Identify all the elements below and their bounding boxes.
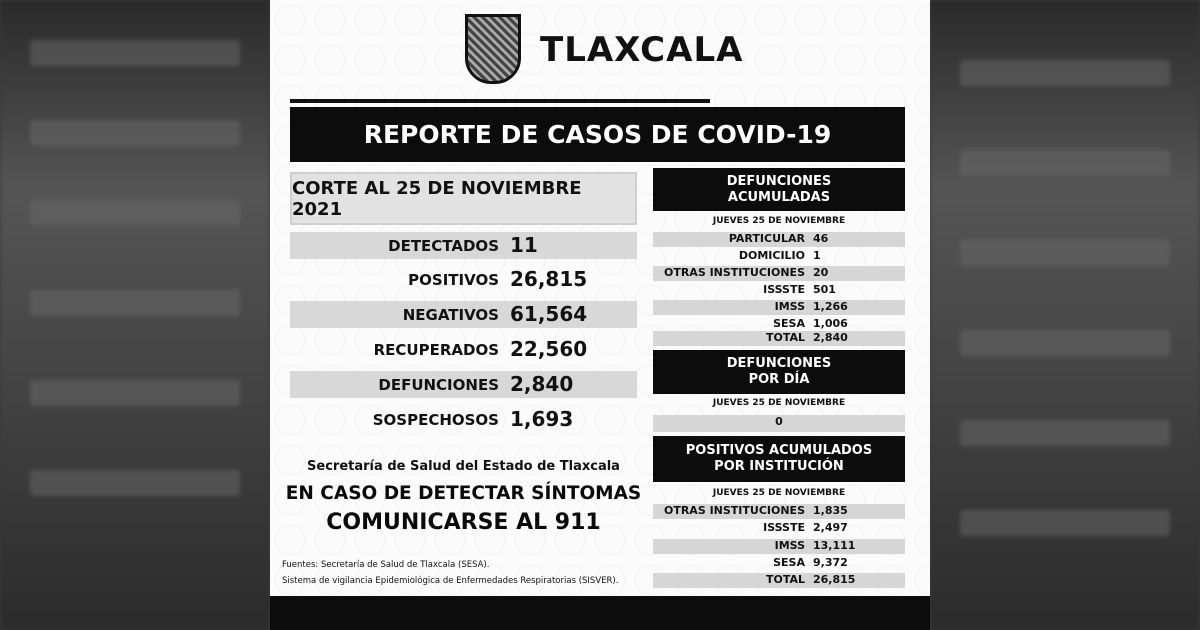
footer-bar <box>270 596 930 630</box>
positives-row: ISSSTE 2,497 <box>763 521 848 534</box>
deaths-per-day-value: 0 <box>653 415 905 432</box>
deaths-row: SESA 1,006 <box>773 317 848 330</box>
cta-line-2: COMUNICARSE AL 911 <box>326 510 601 535</box>
deaths-row: DOMICILIO 1 <box>738 249 821 262</box>
summary-row: DETECTADOS 11 <box>290 232 637 259</box>
summary-row: NEGATIVOS 61,564 <box>290 301 637 328</box>
deaths-row: PARTICULAR 46 <box>653 232 905 247</box>
positives-row: SESA 9,372 <box>773 556 848 569</box>
deaths-row: ISSSTE 501 <box>763 283 836 296</box>
deaths-total-row: TOTAL 2,840 <box>653 331 905 346</box>
source-line: Sistema de vigilancia Epidemiológica de … <box>282 576 619 586</box>
cta-line-1: EN CASO DE DETECTAR SÍNTOMAS <box>285 483 642 504</box>
deaths-accumulated-header: DEFUNCIONES ACUMULADAS <box>653 168 905 211</box>
positives-by-institution-header: POSITIVOS ACUMULADOS POR INSTITUCIÓN <box>653 436 905 482</box>
blurred-background-left <box>0 0 270 630</box>
deaths-row: IMSS 1,266 <box>653 300 905 315</box>
deaths-per-day-header: DEFUNCIONES POR DÍA <box>653 350 905 394</box>
cutoff-date: CORTE AL 25 DE NOVIEMBRE 2021 <box>290 172 637 225</box>
deaths-accumulated-date: JUEVES 25 DE NOVIEMBRE <box>712 216 846 226</box>
deaths-row: OTRAS INSTITUCIONES 20 <box>653 266 905 281</box>
summary-row: POSITIVOS 26,815 <box>408 267 588 291</box>
positives-date: JUEVES 25 DE NOVIEMBRE <box>712 488 846 498</box>
summary-row: SOSPECHOSOS 1,693 <box>372 407 574 431</box>
tlaxcala-coat-of-arms-logo <box>465 14 521 84</box>
brand-title: TLAXCALA <box>540 30 744 70</box>
positives-total-row: TOTAL 26,815 <box>653 573 905 588</box>
covid-report-infographic: TLAXCALA REPORTE DE CASOS DE COVID-19 CO… <box>270 0 930 630</box>
summary-row: RECUPERADOS 22,560 <box>373 337 588 361</box>
positives-row: OTRAS INSTITUCIONES 1,835 <box>653 504 905 519</box>
deaths-per-day-date: JUEVES 25 DE NOVIEMBRE <box>712 398 846 408</box>
blurred-background-right <box>930 0 1200 630</box>
divider <box>290 99 710 103</box>
summary-row: DEFUNCIONES 2,840 <box>290 371 637 398</box>
report-title: REPORTE DE CASOS DE COVID-19 <box>290 107 905 162</box>
secretaria-text: Secretaría de Salud del Estado de Tlaxca… <box>307 459 620 474</box>
positives-row: IMSS 13,111 <box>653 539 905 554</box>
source-line: Fuentes: Secretaría de Salud de Tlaxcala… <box>282 560 490 570</box>
